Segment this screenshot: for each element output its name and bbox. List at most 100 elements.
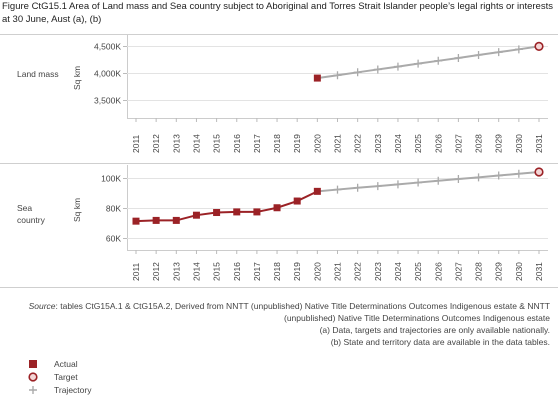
land-trajectory-point bbox=[373, 65, 382, 74]
sea-x-tick-label: 2014 bbox=[191, 262, 201, 281]
land-x-tick-label: 2020 bbox=[312, 134, 322, 153]
land-x-tick-label: 2021 bbox=[333, 134, 343, 153]
sea-x-tick-label: 2027 bbox=[453, 262, 463, 281]
sea-x-tick-label: 2024 bbox=[393, 262, 403, 281]
sea-actual-point bbox=[132, 217, 140, 225]
land-trajectory-point bbox=[494, 48, 503, 57]
chart-svg: 3,500K 4,000K 4,500K 2011 2012 2013 2014 2015 20… bbox=[0, 34, 558, 288]
sea-actual-point bbox=[192, 211, 200, 219]
sea-x-tick-label: 2030 bbox=[514, 262, 524, 281]
source-text: : tables CtG15A.1 & CtG15A.2, Derived fr… bbox=[55, 301, 550, 311]
sea-x-tick-label: 2029 bbox=[494, 262, 504, 281]
trajectory-marker-icon bbox=[29, 385, 37, 394]
panel-label-country: country bbox=[17, 215, 45, 225]
land-trajectory-point bbox=[454, 53, 463, 62]
legend-label-target: Target bbox=[54, 371, 78, 382]
land-x-tick-label: 2019 bbox=[292, 134, 302, 153]
land-x-tick-label: 2017 bbox=[252, 134, 262, 153]
sea-x-tick-label: 2015 bbox=[212, 262, 222, 281]
sea-trajectory-point bbox=[434, 176, 443, 185]
land-y-tick-label: 4,500K bbox=[94, 42, 121, 52]
sea-trajectory-point bbox=[353, 183, 362, 192]
sea-y-tick-label: 100K bbox=[101, 174, 121, 184]
sea-actual-point bbox=[273, 204, 281, 212]
legend-item-actual: Actual bbox=[26, 357, 91, 370]
panel-label-sea: Sea bbox=[17, 203, 33, 213]
land-trajectory-point bbox=[333, 71, 342, 80]
land-y-tick-label: 3,500K bbox=[94, 96, 121, 106]
sea-actual-point bbox=[293, 197, 301, 205]
land-x-tick-label: 2026 bbox=[433, 134, 443, 153]
sea-x-tick-label: 2022 bbox=[353, 262, 363, 281]
sea-x-tick-label: 2026 bbox=[433, 262, 443, 281]
legend-item-target: Target bbox=[26, 370, 91, 383]
sea-trajectory-point bbox=[454, 174, 463, 183]
sea-actual-line bbox=[135, 190, 318, 223]
sea-x-tick-label: 2011 bbox=[131, 262, 141, 281]
source-note: Source: tables CtG15A.1 & CtG15A.2, Deri… bbox=[10, 300, 550, 348]
land-x-tick-label: 2022 bbox=[353, 134, 363, 153]
land-x-tick-label: 2030 bbox=[514, 134, 524, 153]
legend-label-trajectory: Trajectory bbox=[54, 384, 92, 395]
land-x-tick-label: 2031 bbox=[534, 134, 544, 153]
actual-marker-icon bbox=[29, 359, 37, 368]
land-x-tick-label: 2013 bbox=[171, 134, 181, 153]
land-x-tick-label: 2012 bbox=[151, 134, 161, 153]
sea-trajectory-point bbox=[333, 185, 342, 194]
land-trajectory-point bbox=[434, 56, 443, 65]
land-x-tick-label: 2015 bbox=[212, 134, 222, 153]
sea-x-tick-label: 2019 bbox=[292, 262, 302, 281]
sea-x-tick-label: 2017 bbox=[252, 262, 262, 281]
note-a: (a) Data, targets and trajectories are o… bbox=[319, 325, 550, 335]
sea-target-point bbox=[534, 167, 544, 177]
land-trajectory-point bbox=[353, 68, 362, 77]
legend: Actual Target Trajectory bbox=[26, 357, 91, 396]
panel-label-land-mass: Land mass bbox=[17, 69, 59, 79]
sea-actual-point bbox=[213, 209, 221, 217]
legend-item-trajectory: Trajectory bbox=[26, 383, 91, 396]
sea-actual-point bbox=[313, 187, 321, 195]
land-x-tick-label: 2027 bbox=[453, 134, 463, 153]
land-x-tick-label: 2028 bbox=[474, 134, 484, 153]
land-x-tick-label: 2014 bbox=[191, 134, 201, 153]
source-line-2: (unpublished) Native Title Determination… bbox=[283, 313, 550, 323]
target-marker-icon bbox=[28, 371, 38, 382]
land-y-tick-label: 4,000K bbox=[94, 69, 121, 79]
sea-trajectory-point bbox=[474, 173, 483, 182]
sea-x-tick-label: 2013 bbox=[171, 262, 181, 281]
sea-x-tick-label: 2031 bbox=[534, 262, 544, 281]
sea-actual-point bbox=[233, 208, 241, 216]
figure-title: Figure CtG15.1 Area of Land mass and Sea… bbox=[2, 1, 553, 25]
legend-label-actual: Actual bbox=[54, 358, 78, 369]
land-trajectory-point bbox=[514, 45, 523, 54]
panel-label-sea-country: Sea country bbox=[17, 202, 45, 226]
sea-actual-point bbox=[152, 216, 160, 224]
land-x-tick-label: 2024 bbox=[393, 134, 403, 153]
source-prefix: Source bbox=[28, 301, 56, 311]
land-actual-point bbox=[313, 74, 321, 82]
sea-y-tick-label: 80K bbox=[106, 204, 121, 214]
sea-x-tick-label: 2021 bbox=[333, 262, 343, 281]
sea-trajectory-point bbox=[494, 171, 503, 180]
sea-trajectory-point bbox=[414, 178, 423, 187]
land-trajectory-point bbox=[414, 59, 423, 68]
land-x-tick-label: 2029 bbox=[494, 134, 504, 153]
sea-y-tick-label: 60K bbox=[106, 234, 121, 244]
sea-actual-point bbox=[253, 208, 261, 216]
sea-x-tick-label: 2020 bbox=[312, 262, 322, 281]
sea-trajectory-point bbox=[514, 169, 523, 178]
sea-trajectory-line bbox=[317, 170, 540, 193]
source-line-1: Source: tables CtG15A.1 & CtG15A.2, Deri… bbox=[10, 300, 550, 312]
sea-x-tick-label: 2018 bbox=[272, 262, 282, 281]
sea-trajectory-point bbox=[393, 180, 402, 189]
land-x-tick-label: 2025 bbox=[413, 134, 423, 153]
sea-x-tick-label: 2025 bbox=[413, 262, 423, 281]
land-x-tick-label: 2011 bbox=[131, 134, 141, 153]
land-x-tick-label: 2016 bbox=[232, 134, 242, 153]
sea-x-tick-label: 2012 bbox=[151, 262, 161, 281]
land-trajectory-point bbox=[474, 51, 483, 60]
sea-trajectory-point bbox=[373, 182, 382, 191]
sea-x-tick-label: 2023 bbox=[373, 262, 383, 281]
land-x-tick-label: 2023 bbox=[373, 134, 383, 153]
land-target-point bbox=[534, 41, 544, 52]
